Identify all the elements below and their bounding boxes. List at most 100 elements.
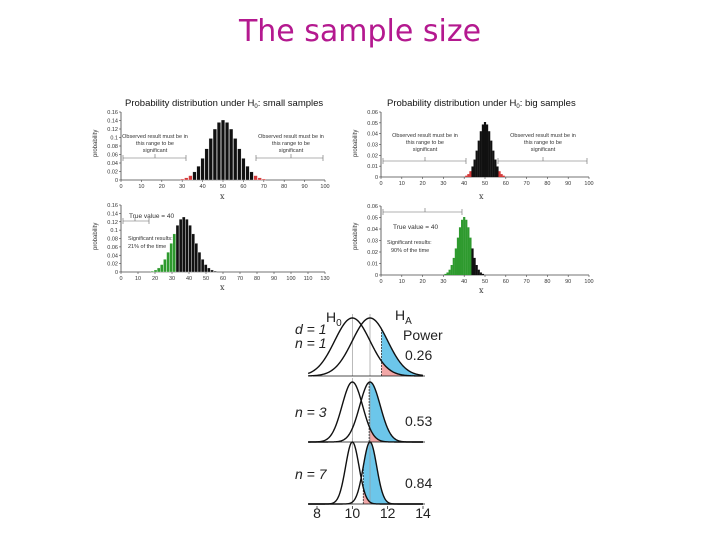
- distribution-bar: [175, 225, 180, 273]
- distribution-bar: [180, 178, 185, 181]
- distribution-bar: [479, 131, 482, 177]
- distribution-bar: [208, 138, 213, 181]
- x-tick-label: 60: [220, 276, 226, 282]
- y-tick-label: 0.02: [107, 170, 118, 176]
- x-tick-label: 100: [584, 279, 593, 285]
- y-tick-label: 0: [375, 273, 378, 279]
- panel-title: Probability distribution under H0: small…: [125, 98, 323, 110]
- significant-results-label: Significant results:: [387, 240, 432, 246]
- distribution-bar: [169, 243, 173, 273]
- y-tick-label: 0.1: [110, 136, 118, 142]
- distribution-bar: [444, 273, 447, 275]
- range-bracket-tick: [122, 154, 187, 161]
- x-tick-label: 50: [220, 184, 226, 190]
- distribution-bar: [172, 233, 177, 273]
- x-tick-label: 12: [380, 505, 396, 520]
- distribution-bar: [485, 124, 489, 177]
- y-tick-label: 0.04: [367, 132, 378, 138]
- distribution-bar: [471, 166, 474, 177]
- y-tick-label: 0.08: [107, 144, 118, 150]
- x-tick-label: 90: [565, 181, 571, 187]
- y-tick-label: 0.05: [367, 121, 378, 127]
- x-tick-label: 50: [482, 181, 488, 187]
- big-sample-h0-chart: Probability distribution under H0: big s…: [353, 98, 594, 200]
- x-tick-label: 70: [237, 276, 243, 282]
- y-tick-label: 0: [115, 178, 118, 184]
- range-note: this range to be: [136, 141, 174, 147]
- y-axis-label: probability: [353, 130, 359, 157]
- y-tick-label: 0.1: [110, 228, 118, 234]
- x-tick-label: 70: [524, 181, 530, 187]
- significant-results-label: Significant results:: [128, 236, 173, 242]
- x-tick-label: 80: [544, 279, 550, 285]
- x-tick-label: 70: [524, 279, 530, 285]
- range-note: Observed result must be in: [122, 134, 188, 140]
- distribution-bar: [204, 264, 208, 273]
- plot-area: 0.16 0.14 0.12 0.1 0.08 0.06 0.04 0.02 00 10 20 30 4…: [107, 110, 329, 190]
- y-tick-label: 0.06: [107, 153, 118, 159]
- distribution-bar: [475, 150, 478, 177]
- distribution-bar: [477, 140, 480, 177]
- distribution-bar: [461, 219, 464, 275]
- sample-size-label: n = 7: [295, 466, 328, 482]
- x-tick-label: 30: [169, 276, 175, 282]
- y-tick-label: 0.06: [107, 245, 118, 251]
- x-tick-label: 10: [135, 276, 141, 282]
- distribution-bar: [467, 174, 470, 177]
- plot-area: 0.06 0.05 0.04 0.03 0.02 0.01 00 10 20 30 40 50 60 70…: [367, 110, 593, 187]
- big-sample-true-chart: probability x 0.06 0.05 0.04 0.03 0.02 0.01 00…: [353, 204, 594, 295]
- x-tick-label: 70: [261, 184, 267, 190]
- distribution-bar: [185, 219, 189, 273]
- x-tick-label: 90: [271, 276, 277, 282]
- range-bracket-tick: [255, 154, 324, 161]
- range-note: this range to be: [272, 141, 310, 147]
- y-tick-label: 0.05: [367, 216, 378, 222]
- distribution-bar: [473, 159, 476, 177]
- small-sample-true-chart: probability x 0.16 0.14 0.12 0.1 0.08 0.06 0.0…: [93, 203, 330, 292]
- y-axis-label: probability: [353, 223, 359, 250]
- small-sample-h0-chart: Probability distribution under H0: small…: [93, 98, 330, 200]
- range-note: significant: [143, 148, 168, 154]
- x-tick-label: 0: [379, 279, 382, 285]
- power-area: [369, 382, 423, 442]
- x-tick-label: 40: [461, 279, 467, 285]
- distribution-bar: [483, 122, 487, 177]
- distribution-bar: [233, 138, 238, 181]
- distribution-bar: [166, 252, 170, 273]
- x-tick-label: 20: [159, 184, 165, 190]
- y-tick-label: 0.12: [107, 127, 118, 133]
- h0-label: H0: [326, 309, 342, 329]
- range-bracket-tick: [122, 217, 150, 224]
- distribution-bar: [473, 257, 476, 275]
- distribution-bar: [178, 219, 183, 273]
- power-value: 0.26: [405, 347, 432, 363]
- distribution-bar: [245, 166, 250, 181]
- x-tick-label: 110: [304, 276, 313, 282]
- distribution-bar: [467, 227, 470, 275]
- y-tick-label: 0.04: [107, 161, 118, 167]
- x-tick-label: 20: [420, 181, 426, 187]
- h0-curve: [307, 317, 423, 377]
- distribution-bar: [454, 248, 457, 275]
- distribution-bar: [488, 131, 491, 177]
- y-axis-label: probability: [93, 130, 99, 157]
- y-tick-label: 0.08: [107, 237, 118, 243]
- distribution-bar: [446, 272, 449, 275]
- x-tick-label: 14: [415, 505, 431, 520]
- x-tick-label: 100: [320, 184, 329, 190]
- y-tick-label: 0.04: [107, 253, 118, 259]
- distribution-bar: [192, 171, 197, 181]
- y-tick-label: 0.16: [107, 110, 118, 116]
- plot-area: 0.06 0.05 0.04 0.03 0.02 0.01 00 10 20 30 40 50 60 70…: [367, 204, 593, 285]
- distribution-bar: [191, 233, 195, 273]
- x-tick-label: 50: [203, 276, 209, 282]
- x-tick-label: 90: [302, 184, 308, 190]
- x-tick-label: 90: [565, 279, 571, 285]
- distribution-bar: [479, 272, 482, 275]
- range-note: significant: [413, 147, 438, 153]
- y-tick-label: 0.14: [107, 119, 118, 125]
- sample-size-label: n = 3: [295, 404, 327, 420]
- distribution-bar: [163, 259, 167, 273]
- distribution-bar: [188, 175, 193, 181]
- y-tick-label: 0.02: [367, 250, 378, 256]
